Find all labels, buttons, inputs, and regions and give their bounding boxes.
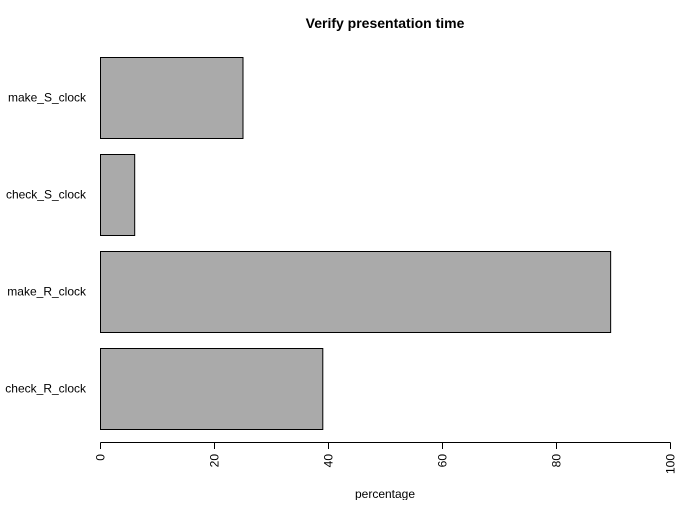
- category-label-check_R_clock: check_R_clock: [5, 382, 87, 396]
- x-tick-label-80: 80: [550, 454, 564, 468]
- category-label-make_S_clock: make_S_clock: [8, 91, 87, 105]
- category-label-make_R_clock: make_R_clock: [7, 285, 87, 299]
- bar-make_R_clock: [100, 251, 612, 333]
- x-tick-label-100: 100: [664, 454, 678, 474]
- bars-layer: [100, 57, 612, 430]
- bar-check_R_clock: [100, 348, 324, 430]
- category-labels: make_S_clock check_S_clock make_R_clockche…: [5, 91, 87, 396]
- bar-check_S_clock: [100, 154, 136, 236]
- bar-make_S_clock: [100, 57, 244, 139]
- x-tick-label-60: 60: [436, 454, 450, 468]
- x-axis-label: percentage: [355, 487, 415, 500]
- x-tick-label-0: 0: [94, 454, 108, 461]
- chart-title: Verify presentation time: [306, 15, 465, 31]
- x-tick-label-20: 20: [208, 454, 222, 468]
- x-axis: 0 20 40 60 80 100: [94, 442, 678, 474]
- category-label-check_S_clock: check_S_clock: [6, 188, 87, 202]
- x-tick-label-40: 40: [322, 454, 336, 468]
